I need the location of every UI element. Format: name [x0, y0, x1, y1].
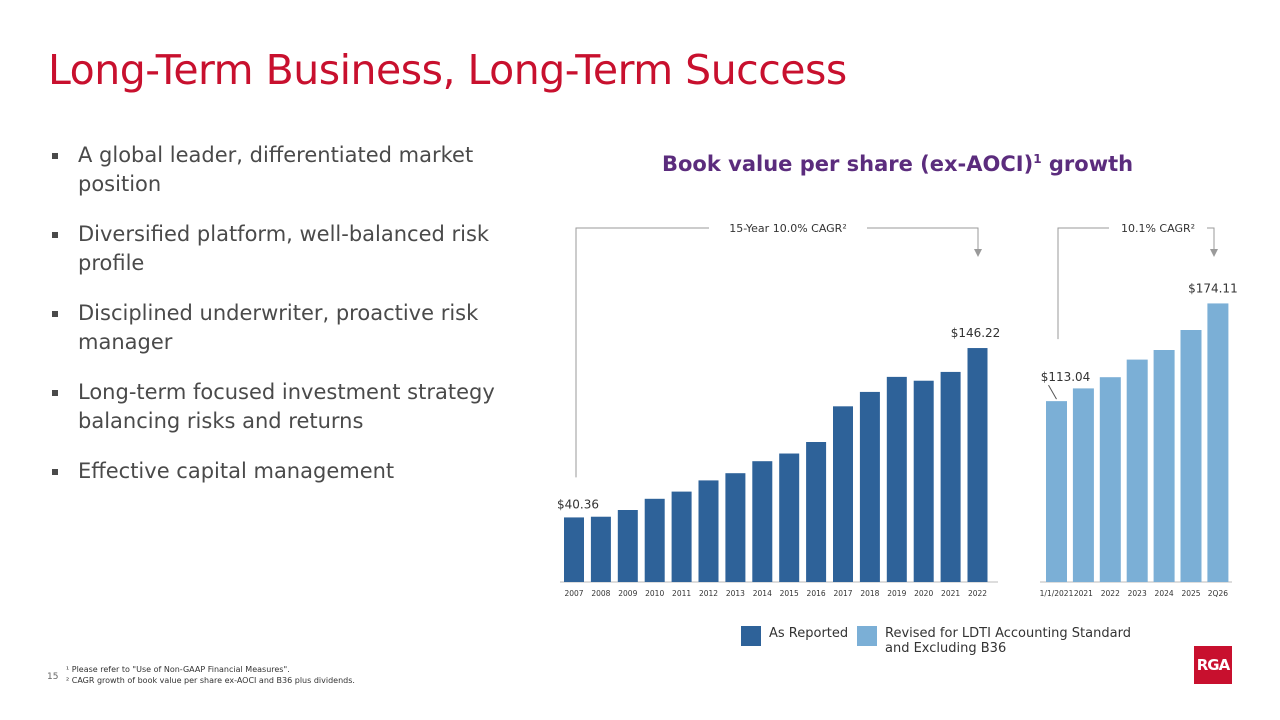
- legend-label: Revised for LDTI Accounting Standard and…: [885, 626, 1131, 656]
- x-tick-label: 2007: [564, 589, 583, 598]
- bullet-list: A global leader, differentiated market p…: [50, 141, 530, 507]
- bullet-square-icon: [52, 469, 58, 475]
- bar: [833, 406, 853, 582]
- legend-item-as-reported: As Reported: [741, 626, 848, 646]
- bullet-square-icon: [52, 232, 58, 238]
- bar: [886, 376, 907, 582]
- x-tick-label: 2010: [645, 589, 664, 598]
- chart-title: Book value per share (ex-AOCI)1 growth: [662, 152, 1133, 176]
- bar: [698, 480, 719, 582]
- bar: [913, 380, 934, 582]
- bar: [564, 517, 584, 582]
- x-tick-label: 2014: [753, 589, 772, 598]
- bar: [1126, 359, 1148, 582]
- slide-title: Long-Term Business, Long-Term Success: [48, 46, 847, 94]
- x-tick-label: 2025: [1181, 589, 1200, 598]
- bar: [1207, 303, 1229, 582]
- x-tick-label: 2020: [914, 589, 933, 598]
- x-tick-label: 2022: [968, 589, 987, 598]
- x-tick-label: 2021: [941, 589, 960, 598]
- x-tick-label: 2019: [887, 589, 906, 598]
- data-label-last: $174.11: [1188, 281, 1238, 295]
- x-tick-label: 2022: [1101, 589, 1120, 598]
- bullet-text: A global leader, differentiated market p…: [78, 143, 474, 196]
- bullet-square-icon: [52, 390, 58, 396]
- bar: [1046, 401, 1067, 582]
- cagr-annotation: 10.1% CAGR²: [1121, 222, 1195, 235]
- x-tick-label: 2013: [726, 589, 745, 598]
- legend-swatch: [741, 626, 761, 646]
- bullet-item: Effective capital management: [50, 457, 530, 486]
- bullet-item: Long-term focused investment strategy ba…: [50, 378, 530, 436]
- x-tick-label: 2017: [833, 589, 852, 598]
- chart-title-main: Book value per share (ex-AOCI): [662, 152, 1034, 176]
- bar: [859, 391, 880, 582]
- x-tick-label: 2Q26: [1208, 589, 1228, 598]
- rga-logo: RGA: [1194, 646, 1232, 684]
- bar: [644, 498, 665, 582]
- chart-title-footnote-marker: 1: [1033, 152, 1042, 166]
- bar: [1072, 388, 1094, 582]
- bar: [940, 371, 961, 582]
- legend-item-revised: Revised for LDTI Accounting Standard and…: [857, 626, 1145, 656]
- data-label-first: $40.36: [557, 497, 599, 511]
- bar: [779, 453, 800, 582]
- bar: [1153, 350, 1175, 582]
- data-label-first: $113.04: [1041, 370, 1091, 384]
- cagr-bracket-right: [1207, 227, 1215, 250]
- x-tick-label: 2024: [1155, 589, 1174, 598]
- x-tick-label: 2021: [1074, 589, 1093, 598]
- bullet-text: Disciplined underwriter, proactive risk …: [78, 301, 479, 354]
- bar: [806, 442, 827, 582]
- x-tick-label: 2008: [591, 589, 610, 598]
- x-tick-label: 2011: [672, 589, 691, 598]
- x-tick-label: 2018: [860, 589, 879, 598]
- page-number: 15: [47, 672, 59, 682]
- chart-title-tail: growth: [1041, 152, 1134, 176]
- x-tick-label: 2012: [699, 589, 718, 598]
- bar: [590, 516, 611, 582]
- x-tick-label: 2023: [1128, 589, 1147, 598]
- bullet-text: Long-term focused investment strategy ba…: [78, 380, 495, 433]
- bar: [617, 510, 638, 582]
- bar: [725, 473, 746, 582]
- bullet-item: A global leader, differentiated market p…: [50, 141, 530, 199]
- cagr-arrow-icon: [1210, 249, 1218, 257]
- cagr-bracket-right: [867, 227, 979, 250]
- bar: [1180, 330, 1202, 582]
- cagr-bracket-left: [575, 227, 709, 478]
- bar: [1099, 377, 1121, 582]
- bullet-text: Diversified platform, well-balanced risk…: [78, 222, 490, 275]
- bullet-square-icon: [52, 311, 58, 317]
- x-tick-label: 2015: [780, 589, 799, 598]
- footnotes: ¹ Please refer to "Use of Non-GAAP Finan…: [66, 664, 355, 686]
- cagr-bracket-left: [1057, 227, 1109, 340]
- legend-label: As Reported: [769, 626, 849, 641]
- data-label-last: $146.22: [951, 326, 1001, 340]
- bullet-square-icon: [52, 153, 58, 159]
- bar: [752, 461, 773, 582]
- bar: [967, 348, 988, 582]
- cagr-arrow-icon: [974, 249, 982, 257]
- bullet-item: Disciplined underwriter, proactive risk …: [50, 299, 530, 357]
- bar: [671, 491, 692, 582]
- legend-swatch: [857, 626, 877, 646]
- cagr-annotation: 15-Year 10.0% CAGR²: [729, 222, 846, 235]
- data-label-leader: [1048, 384, 1057, 400]
- footnote-2: ² CAGR growth of book value per share ex…: [66, 676, 355, 685]
- x-tick-label: 1/1/2021: [1040, 589, 1074, 598]
- x-tick-label: 2009: [618, 589, 637, 598]
- bullet-item: Diversified platform, well-balanced risk…: [50, 220, 530, 278]
- x-tick-label: 2016: [807, 589, 826, 598]
- bullet-text: Effective capital management: [78, 459, 395, 483]
- footnote-1: ¹ Please refer to "Use of Non-GAAP Finan…: [66, 665, 290, 674]
